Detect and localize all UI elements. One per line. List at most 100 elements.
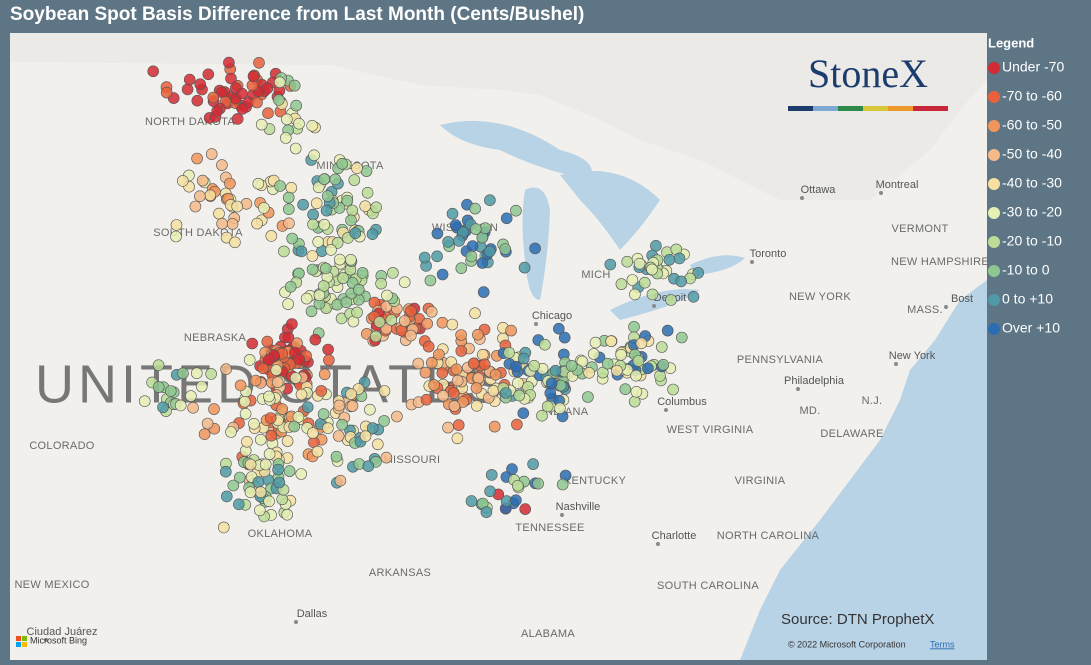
basis-point — [307, 427, 319, 439]
basis-point — [207, 91, 220, 104]
basis-point — [288, 79, 301, 92]
basis-point — [202, 68, 215, 81]
basis-point — [511, 418, 523, 431]
basis-point — [642, 362, 654, 375]
basis-point — [272, 463, 284, 476]
basis-point — [436, 367, 449, 379]
legend-swatch — [988, 323, 1000, 335]
state-label: OKLAHOMA — [248, 528, 313, 540]
basis-point — [398, 315, 411, 327]
basis-point — [272, 94, 285, 106]
basis-point — [271, 376, 284, 389]
basis-point — [236, 103, 249, 115]
basis-point — [170, 230, 182, 243]
basis-point — [663, 253, 676, 266]
state-label: NORTH CAROLINA — [717, 530, 820, 542]
basis-point — [626, 274, 639, 286]
basis-point — [253, 504, 266, 517]
basis-point — [257, 362, 269, 375]
basis-point — [428, 379, 440, 391]
basis-point — [278, 245, 290, 258]
basis-point — [375, 277, 387, 290]
basis-point — [198, 428, 211, 441]
basis-point — [336, 158, 349, 170]
city-dot — [944, 305, 948, 309]
city-label: Columbus — [657, 396, 707, 408]
basis-point — [251, 96, 263, 109]
basis-point — [455, 329, 467, 341]
basis-point — [675, 275, 688, 288]
basis-point — [254, 486, 267, 499]
basis-point — [419, 366, 432, 379]
basis-point — [635, 337, 648, 350]
state-label: VIRGINIA — [735, 475, 786, 487]
basis-point — [220, 465, 232, 478]
legend-swatch — [988, 178, 1000, 190]
basis-point — [252, 177, 265, 190]
basis-point — [318, 173, 331, 185]
basis-point — [554, 402, 566, 415]
basis-point — [630, 385, 643, 398]
state-label: COLORADO — [29, 440, 94, 452]
state-label: KENTUCKY — [564, 475, 627, 487]
basis-point — [285, 182, 298, 194]
basis-point — [315, 385, 328, 397]
basis-point — [226, 218, 239, 230]
basis-point — [391, 410, 403, 423]
basis-point — [273, 76, 286, 89]
basis-point — [692, 267, 705, 279]
legend-title: Legend — [988, 35, 1034, 50]
city-dot — [796, 387, 800, 391]
basis-point — [334, 474, 347, 487]
basis-point — [322, 343, 334, 356]
basis-point — [451, 374, 464, 387]
basis-point — [189, 200, 202, 213]
bing-text: Microsoft Bing — [30, 635, 87, 645]
terms-link[interactable]: Terms — [930, 639, 955, 649]
basis-point — [254, 433, 267, 446]
bing-logo: Microsoft Bing — [16, 635, 87, 647]
basis-point — [236, 87, 248, 100]
basis-point — [687, 290, 700, 303]
basis-point — [351, 162, 363, 174]
basis-point — [673, 252, 686, 265]
basis-point — [378, 415, 390, 427]
basis-point — [499, 243, 512, 255]
basis-point — [348, 174, 361, 186]
city-dot — [894, 362, 898, 366]
city-dot — [879, 191, 883, 195]
basis-point — [318, 368, 331, 381]
basis-point — [290, 99, 303, 112]
basis-point — [282, 298, 294, 310]
basis-point — [265, 429, 278, 442]
basis-point — [263, 448, 276, 460]
city-dot — [800, 196, 804, 200]
basis-point — [536, 409, 548, 422]
basis-point — [336, 418, 348, 431]
basis-point — [183, 73, 196, 86]
basis-point — [476, 257, 489, 269]
basis-point — [352, 283, 365, 296]
basis-point — [446, 207, 459, 220]
state-label: MICH — [581, 269, 610, 281]
city-label: Ottawa — [801, 184, 837, 196]
basis-point — [263, 390, 275, 403]
basis-point — [284, 280, 297, 293]
basis-point — [295, 245, 308, 258]
basis-point — [282, 331, 295, 344]
legend-swatch — [988, 265, 1000, 277]
basis-point — [517, 407, 530, 420]
basis-point — [654, 370, 666, 382]
legend-label: -60 to -50 — [1002, 117, 1062, 133]
basis-point — [472, 328, 484, 341]
basis-point — [295, 388, 308, 401]
basis-point — [300, 292, 313, 305]
basis-point — [448, 400, 461, 412]
basis-point — [244, 458, 257, 471]
basis-point — [552, 322, 565, 335]
basis-point — [223, 56, 235, 69]
basis-point — [385, 314, 398, 326]
basis-point — [387, 267, 399, 279]
logo-bar — [788, 106, 813, 111]
